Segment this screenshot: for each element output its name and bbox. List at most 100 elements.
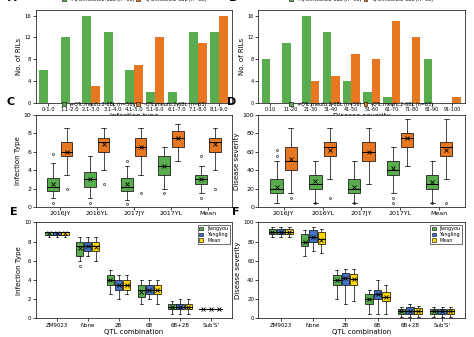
Bar xyxy=(351,54,360,103)
Bar xyxy=(62,232,69,235)
Bar xyxy=(310,230,317,242)
Bar xyxy=(348,179,360,193)
Bar xyxy=(302,16,311,103)
Bar xyxy=(269,229,276,234)
Bar xyxy=(125,70,134,103)
X-axis label: Disease severity: Disease severity xyxy=(333,113,390,119)
Bar xyxy=(84,242,91,251)
Bar xyxy=(374,289,381,299)
Legend: +QTc.meufu.2-6BL (n=56), -QTc.meufu.2-6BL (n=63): +QTc.meufu.2-6BL (n=56), -QTc.meufu.2-6B… xyxy=(61,0,207,4)
Bar xyxy=(440,142,452,156)
Legend: +QTc.meufu.2-6BL (n=56), -QTc.meufu.2-6BL (n=63): +QTc.meufu.2-6BL (n=56), -QTc.meufu.2-6B… xyxy=(288,0,435,4)
Legend: +QTc.meufu.2-6BL (n=56), -QTc.meufu.2-6BL (n=63): +QTc.meufu.2-6BL (n=56), -QTc.meufu.2-6B… xyxy=(61,100,207,108)
Bar xyxy=(121,178,133,190)
Bar xyxy=(115,280,122,289)
Bar xyxy=(452,97,461,103)
Bar xyxy=(424,59,432,103)
Bar xyxy=(438,309,446,314)
Legend: +QTc.meufu.2-6BL (n=56), -QTc.meufu.2-6BL (n=63): +QTc.meufu.2-6BL (n=56), -QTc.meufu.2-6B… xyxy=(288,100,435,108)
Bar xyxy=(209,138,221,152)
Bar xyxy=(324,142,336,156)
Bar xyxy=(168,92,177,103)
Bar xyxy=(406,307,413,314)
Bar xyxy=(146,92,155,103)
Bar xyxy=(137,285,145,297)
Bar xyxy=(277,229,284,234)
X-axis label: QTL combination: QTL combination xyxy=(104,329,164,335)
Bar xyxy=(123,280,130,289)
Bar xyxy=(387,161,399,175)
Bar xyxy=(398,309,405,314)
Bar xyxy=(54,232,61,235)
Bar xyxy=(210,32,219,103)
Text: E: E xyxy=(10,207,18,217)
Text: A: A xyxy=(8,0,17,3)
Legend: Jiangyou, Yangling, Mean: Jiangyou, Yangling, Mean xyxy=(430,225,462,244)
Bar xyxy=(301,234,309,246)
Bar xyxy=(285,147,297,170)
Bar xyxy=(134,65,143,103)
Bar xyxy=(318,232,325,244)
Bar xyxy=(365,295,373,304)
Bar xyxy=(412,37,420,103)
Bar xyxy=(172,131,183,147)
Bar xyxy=(323,32,331,103)
Bar xyxy=(98,138,109,152)
Bar xyxy=(392,21,400,103)
Bar xyxy=(414,308,422,314)
X-axis label: Infection type: Infection type xyxy=(109,113,158,119)
Bar xyxy=(47,178,59,190)
Bar xyxy=(219,16,228,103)
Bar xyxy=(311,81,319,103)
Bar xyxy=(401,133,413,147)
Bar xyxy=(426,175,438,189)
Bar xyxy=(107,275,114,285)
Text: C: C xyxy=(6,97,14,107)
Bar xyxy=(285,229,293,234)
Bar xyxy=(103,32,112,103)
Y-axis label: Disease severity: Disease severity xyxy=(235,242,241,299)
Bar xyxy=(343,81,351,103)
Bar xyxy=(447,309,454,314)
Text: B: B xyxy=(229,0,238,3)
Y-axis label: Infection Type: Infection Type xyxy=(15,136,21,185)
Bar xyxy=(372,59,380,103)
Bar xyxy=(282,43,291,103)
Bar xyxy=(84,172,96,187)
Bar xyxy=(135,138,146,156)
Y-axis label: No. of RILs: No. of RILs xyxy=(239,38,245,75)
Legend: Jiangyou, Yangling, Mean: Jiangyou, Yangling, Mean xyxy=(198,225,230,244)
Bar xyxy=(168,304,175,309)
Bar xyxy=(383,97,392,103)
Text: D: D xyxy=(228,97,237,107)
Bar xyxy=(333,275,341,285)
Bar xyxy=(158,156,170,175)
Bar xyxy=(198,43,207,103)
Bar xyxy=(61,142,73,156)
Bar xyxy=(310,175,321,189)
Bar xyxy=(155,37,164,103)
Bar xyxy=(262,59,271,103)
Bar xyxy=(76,242,83,256)
Y-axis label: Disease severity: Disease severity xyxy=(234,132,240,190)
Bar xyxy=(184,304,191,309)
Bar xyxy=(92,242,100,251)
Bar xyxy=(82,16,91,103)
Bar xyxy=(350,274,357,285)
Text: F: F xyxy=(231,207,239,217)
Bar xyxy=(342,273,349,285)
Bar xyxy=(382,292,390,301)
Bar xyxy=(363,92,372,103)
Bar xyxy=(154,285,161,295)
Bar xyxy=(91,86,100,103)
Bar xyxy=(189,32,198,103)
Bar xyxy=(176,304,183,309)
X-axis label: QTL combination: QTL combination xyxy=(332,329,391,335)
Bar xyxy=(146,285,153,295)
Bar xyxy=(331,75,339,103)
Y-axis label: Infection Type: Infection Type xyxy=(16,246,22,295)
Bar xyxy=(39,70,48,103)
Y-axis label: No. of RILs: No. of RILs xyxy=(16,38,22,75)
Bar xyxy=(363,142,374,161)
Bar xyxy=(271,179,283,193)
